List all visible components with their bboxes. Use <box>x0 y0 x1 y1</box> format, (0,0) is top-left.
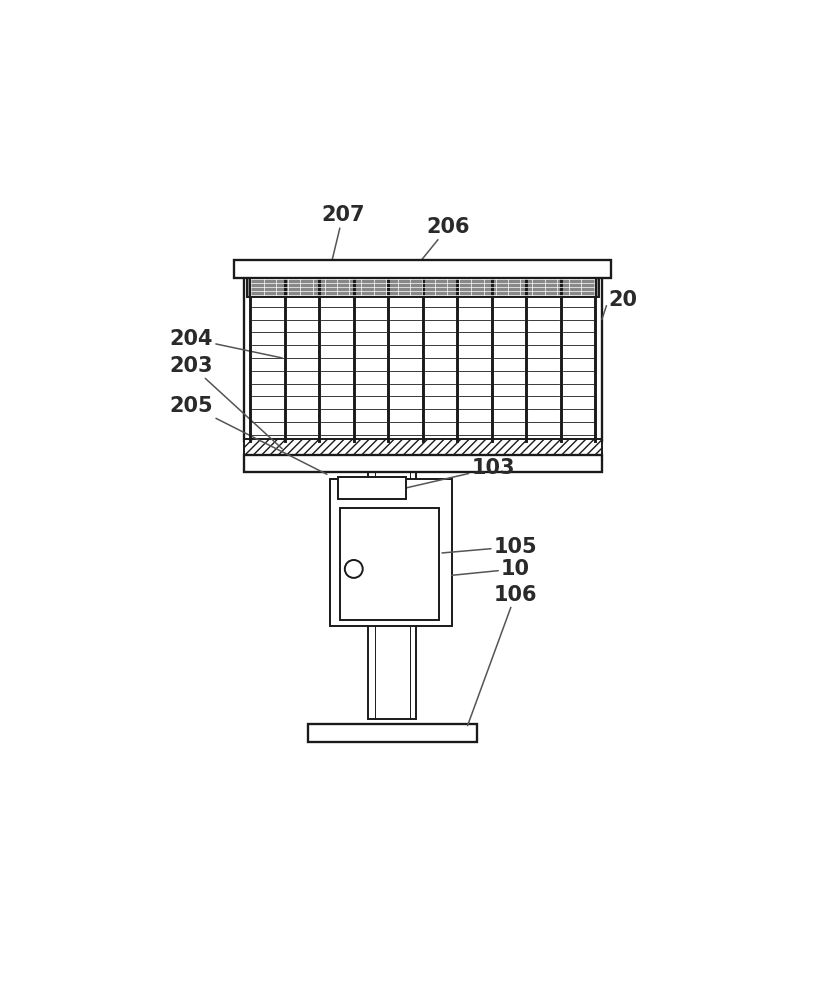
Text: 204: 204 <box>170 329 282 358</box>
Text: 103: 103 <box>407 458 515 488</box>
Circle shape <box>345 560 363 578</box>
Bar <box>244 275 601 441</box>
Text: 105: 105 <box>442 537 537 557</box>
Text: 106: 106 <box>468 585 537 726</box>
Bar <box>338 477 406 499</box>
Bar <box>330 479 451 626</box>
Text: 206: 206 <box>407 217 470 278</box>
Text: 205: 205 <box>170 396 327 474</box>
Text: 20: 20 <box>608 290 637 310</box>
Text: 207: 207 <box>321 205 365 268</box>
Bar <box>244 455 601 472</box>
Text: 10: 10 <box>451 559 530 579</box>
Text: 203: 203 <box>170 356 282 449</box>
Bar <box>308 724 477 742</box>
Bar <box>340 508 439 620</box>
Bar <box>234 260 611 278</box>
Bar <box>247 275 599 297</box>
Bar <box>369 472 417 719</box>
Bar <box>244 439 601 455</box>
